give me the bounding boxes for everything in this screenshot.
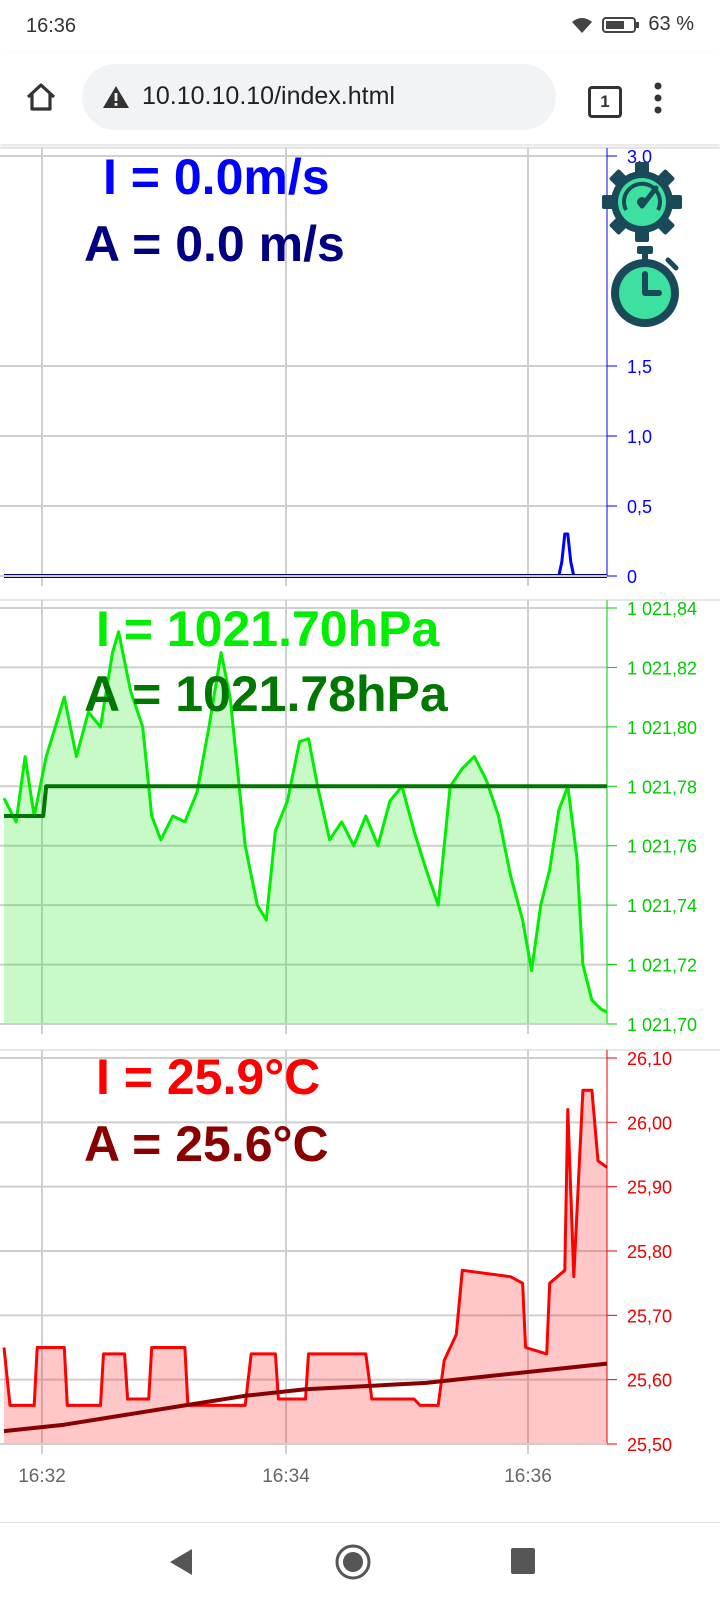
home-nav-icon[interactable] bbox=[334, 1543, 372, 1581]
navigation-bar bbox=[0, 1522, 720, 1601]
x-tick-label: 16:34 bbox=[262, 1466, 310, 1487]
address-bar[interactable]: 10.10.10.10/index.html bbox=[82, 64, 556, 130]
browser-toolbar: 10.10.10.10/index.html 1 bbox=[0, 52, 720, 144]
x-tick-label: 16:36 bbox=[504, 1466, 552, 1487]
y-tick-label: 25,60 bbox=[627, 1371, 672, 1391]
status-bar: 16:36 63 % bbox=[0, 0, 720, 52]
tab-count: 1 bbox=[600, 92, 610, 111]
y-tick-label: 1 021,72 bbox=[627, 956, 697, 976]
y-tick-label: 1,5 bbox=[627, 357, 652, 377]
battery-icon bbox=[602, 16, 640, 33]
y-tick-label: 25,80 bbox=[627, 1242, 672, 1262]
y-tick-label: 1 021,74 bbox=[627, 896, 697, 916]
y-tick-label: 1 021,76 bbox=[627, 837, 697, 857]
gear-gauge-icon[interactable] bbox=[600, 160, 684, 244]
home-icon[interactable] bbox=[24, 80, 58, 114]
y-tick-label: 25,70 bbox=[627, 1306, 672, 1326]
tab-switcher-button[interactable]: 1 bbox=[588, 86, 622, 118]
series-average-line bbox=[4, 784, 607, 818]
x-tick-label: 16:32 bbox=[18, 1466, 66, 1487]
series-instant-line bbox=[4, 532, 607, 578]
pressure-average-readout: A = 1021.78hPa bbox=[84, 666, 448, 722]
battery-percent: 63 % bbox=[648, 13, 694, 35]
wifi-icon bbox=[572, 17, 593, 33]
y-tick-label: 25,90 bbox=[627, 1178, 672, 1198]
series-average-line bbox=[3, 1361, 608, 1434]
stopwatch-icon[interactable] bbox=[604, 244, 686, 330]
temp-instant-readout: I = 25.9°C bbox=[96, 1049, 321, 1105]
more-vert-icon[interactable] bbox=[652, 82, 664, 114]
y-tick-label: 1 021,78 bbox=[627, 777, 697, 797]
y-tick-label: 26,00 bbox=[627, 1113, 672, 1133]
back-icon[interactable] bbox=[168, 1547, 194, 1577]
recents-icon[interactable] bbox=[510, 1547, 536, 1575]
y-tick-label: 0 bbox=[627, 567, 637, 587]
series-instant-line bbox=[2, 1088, 608, 1407]
status-right: 63 % bbox=[570, 13, 694, 36]
warning-icon[interactable] bbox=[102, 84, 130, 110]
y-tick-label: 1 021,80 bbox=[627, 718, 697, 738]
y-tick-label: 1,0 bbox=[627, 427, 652, 447]
pressure-instant-readout: I = 1021.70hPa bbox=[96, 601, 440, 657]
y-tick-label: 25,50 bbox=[627, 1435, 672, 1455]
status-time: 16:36 bbox=[26, 15, 77, 37]
speed-instant-readout: I = 0.0m/s bbox=[103, 149, 330, 205]
y-tick-label: 26,10 bbox=[627, 1049, 672, 1069]
y-tick-label: 0,5 bbox=[627, 497, 652, 517]
y-tick-label: 1 021,84 bbox=[627, 599, 697, 619]
charts-area: 00,51,01,53,01 021,701 021,721 021,741 0… bbox=[0, 147, 720, 1487]
series-instant-line bbox=[2, 630, 608, 1014]
y-tick-label: 1 021,70 bbox=[627, 1015, 697, 1035]
speed-average-readout: A = 0.0 m/s bbox=[84, 216, 345, 272]
temp-average-readout: A = 25.6°C bbox=[84, 1116, 329, 1172]
series-area-fill bbox=[4, 1090, 607, 1444]
series-area-fill bbox=[4, 631, 607, 1024]
url-text: 10.10.10.10/index.html bbox=[142, 82, 395, 110]
y-tick-label: 1 021,82 bbox=[627, 658, 697, 678]
